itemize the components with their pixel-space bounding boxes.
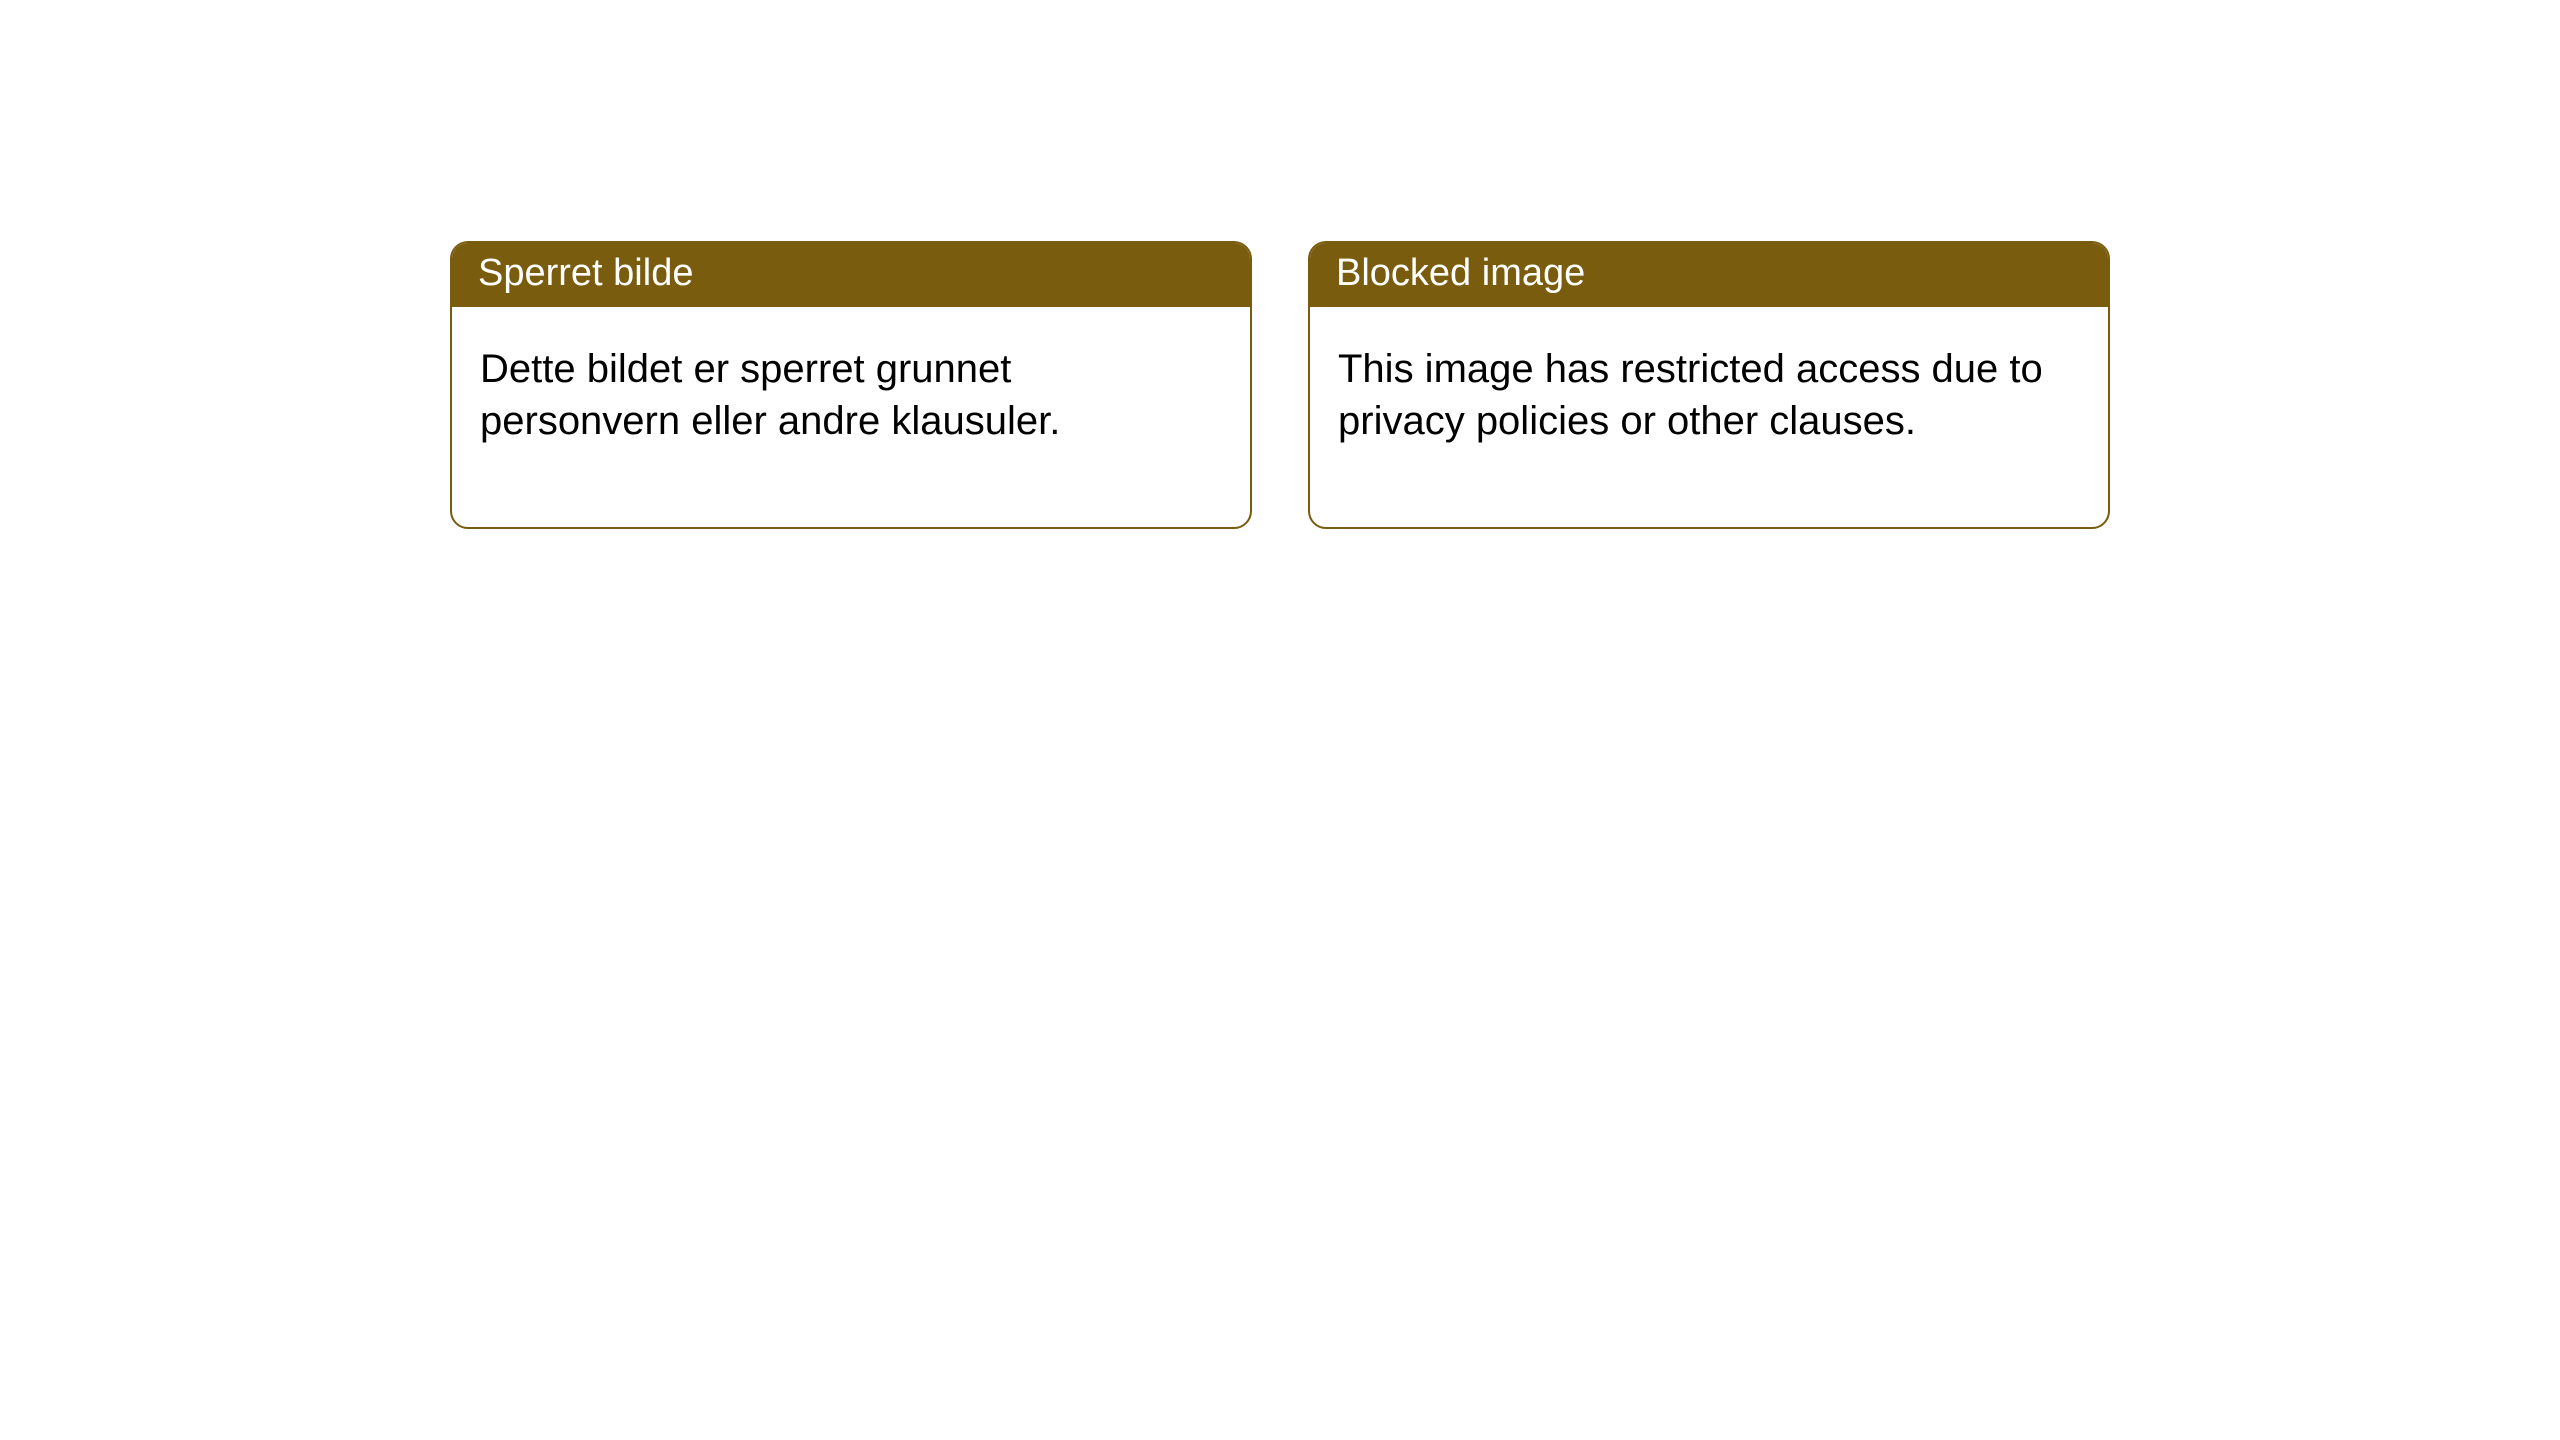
card-body-text: This image has restricted access due to … bbox=[1310, 307, 2108, 527]
notice-cards-row: Sperret bilde Dette bildet er sperret gr… bbox=[0, 0, 2560, 529]
card-body-text: Dette bildet er sperret grunnet personve… bbox=[452, 307, 1250, 527]
card-header: Blocked image bbox=[1310, 243, 2108, 307]
blocked-image-card-en: Blocked image This image has restricted … bbox=[1308, 241, 2110, 529]
card-header: Sperret bilde bbox=[452, 243, 1250, 307]
blocked-image-card-no: Sperret bilde Dette bildet er sperret gr… bbox=[450, 241, 1252, 529]
